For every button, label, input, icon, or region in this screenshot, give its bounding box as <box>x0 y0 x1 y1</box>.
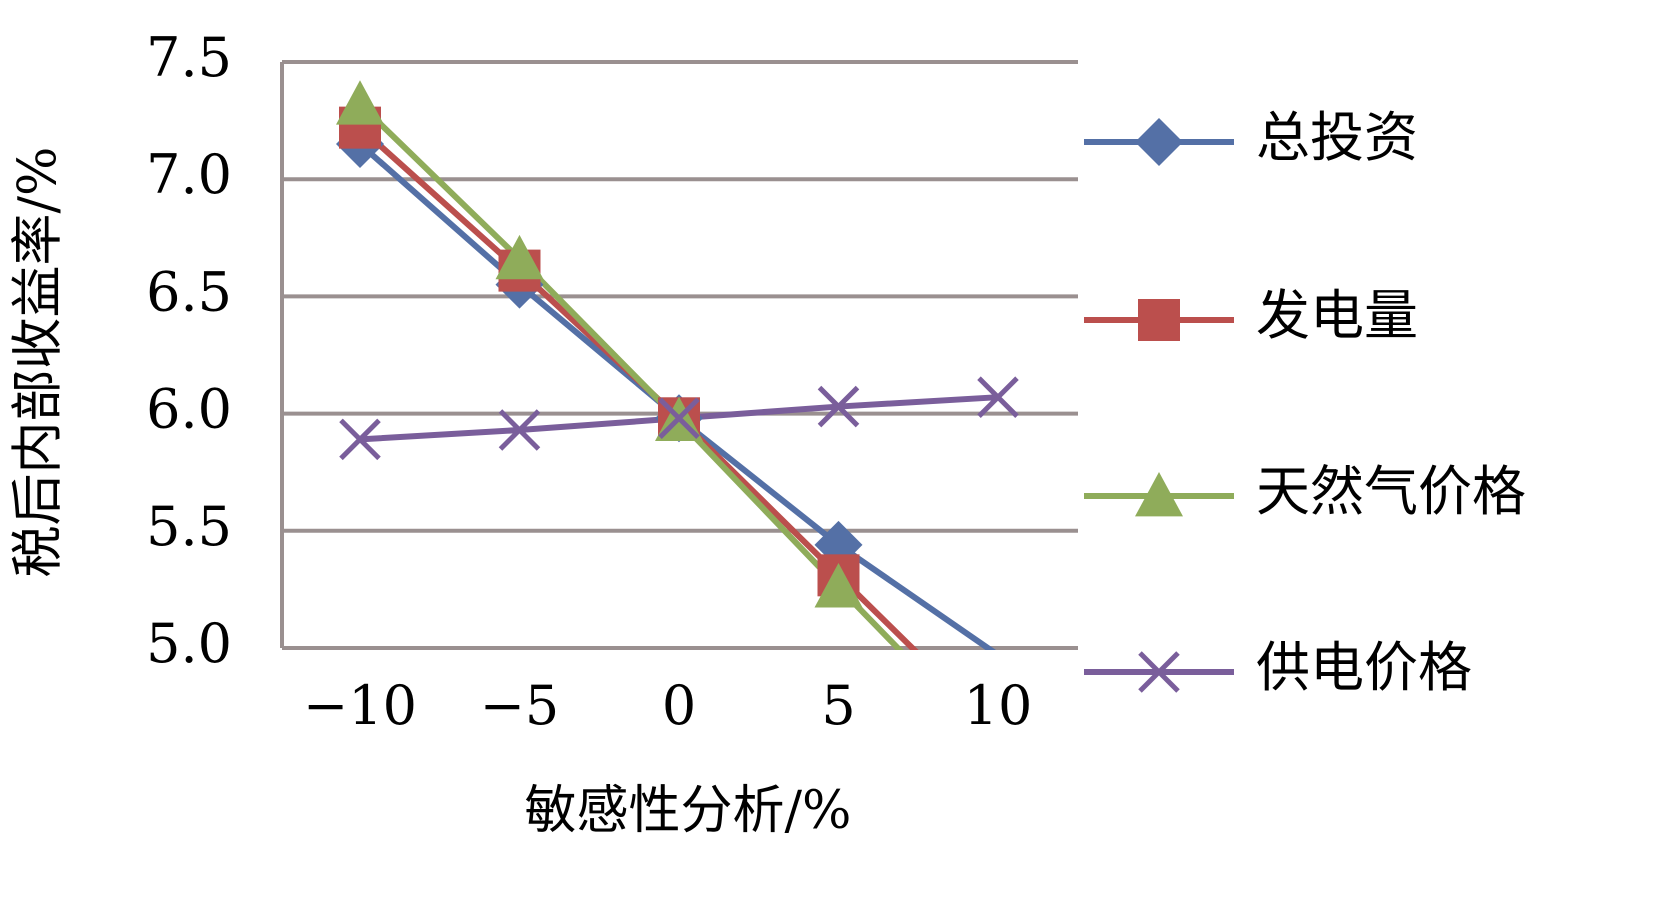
y-tick-label: 6.5 <box>146 260 232 323</box>
x-tick-labels: −10 −5 0 5 10 <box>303 674 1032 737</box>
series-markers <box>336 80 1019 608</box>
legend-marker-square <box>1138 299 1180 341</box>
y-tick-label: 6.0 <box>146 378 232 441</box>
data-point-triangle <box>336 80 384 125</box>
y-tick-label: 7.0 <box>146 143 232 206</box>
data-point-x <box>977 376 1019 418</box>
data-point-x <box>498 409 541 451</box>
x-tick-label: −5 <box>480 674 560 737</box>
y-tick-label: 5.0 <box>146 612 232 675</box>
data-point-x <box>817 385 860 428</box>
legend-marker-x <box>1138 651 1180 693</box>
data-point-x <box>658 397 700 440</box>
legend-marker-diamond <box>1135 118 1183 166</box>
legend-item: 天然气价格 <box>1084 460 1526 523</box>
y-tick-label: 7.5 <box>146 26 232 89</box>
x-tick-label: 5 <box>821 674 855 737</box>
legend-label: 供电价格 <box>1256 636 1472 699</box>
legend-item: 发电量 <box>1084 284 1418 347</box>
data-point-x <box>339 418 381 461</box>
legend-label: 发电量 <box>1256 284 1418 347</box>
legend-item: 供电价格 <box>1084 636 1472 699</box>
legend-label: 总投资 <box>1256 106 1418 169</box>
legend-item: 总投资 <box>1084 106 1418 169</box>
legend-label: 天然气价格 <box>1256 460 1526 523</box>
y-tick-labels: 5.0 5.5 6.0 6.5 7.0 7.5 <box>146 26 232 675</box>
x-tick-label: 0 <box>662 674 696 737</box>
x-tick-label: −10 <box>303 674 417 737</box>
data-point-triangle <box>495 234 544 280</box>
data-point-triangle <box>814 563 863 608</box>
gridlines <box>282 60 1078 650</box>
legend-marker-triangle <box>1135 472 1183 517</box>
y-axis-title: 税后内部收益率/% <box>9 147 69 578</box>
x-tick-label: 10 <box>964 674 1033 737</box>
x-axis-title: 敏感性分析/% <box>525 781 852 841</box>
y-tick-label: 5.5 <box>146 495 232 558</box>
